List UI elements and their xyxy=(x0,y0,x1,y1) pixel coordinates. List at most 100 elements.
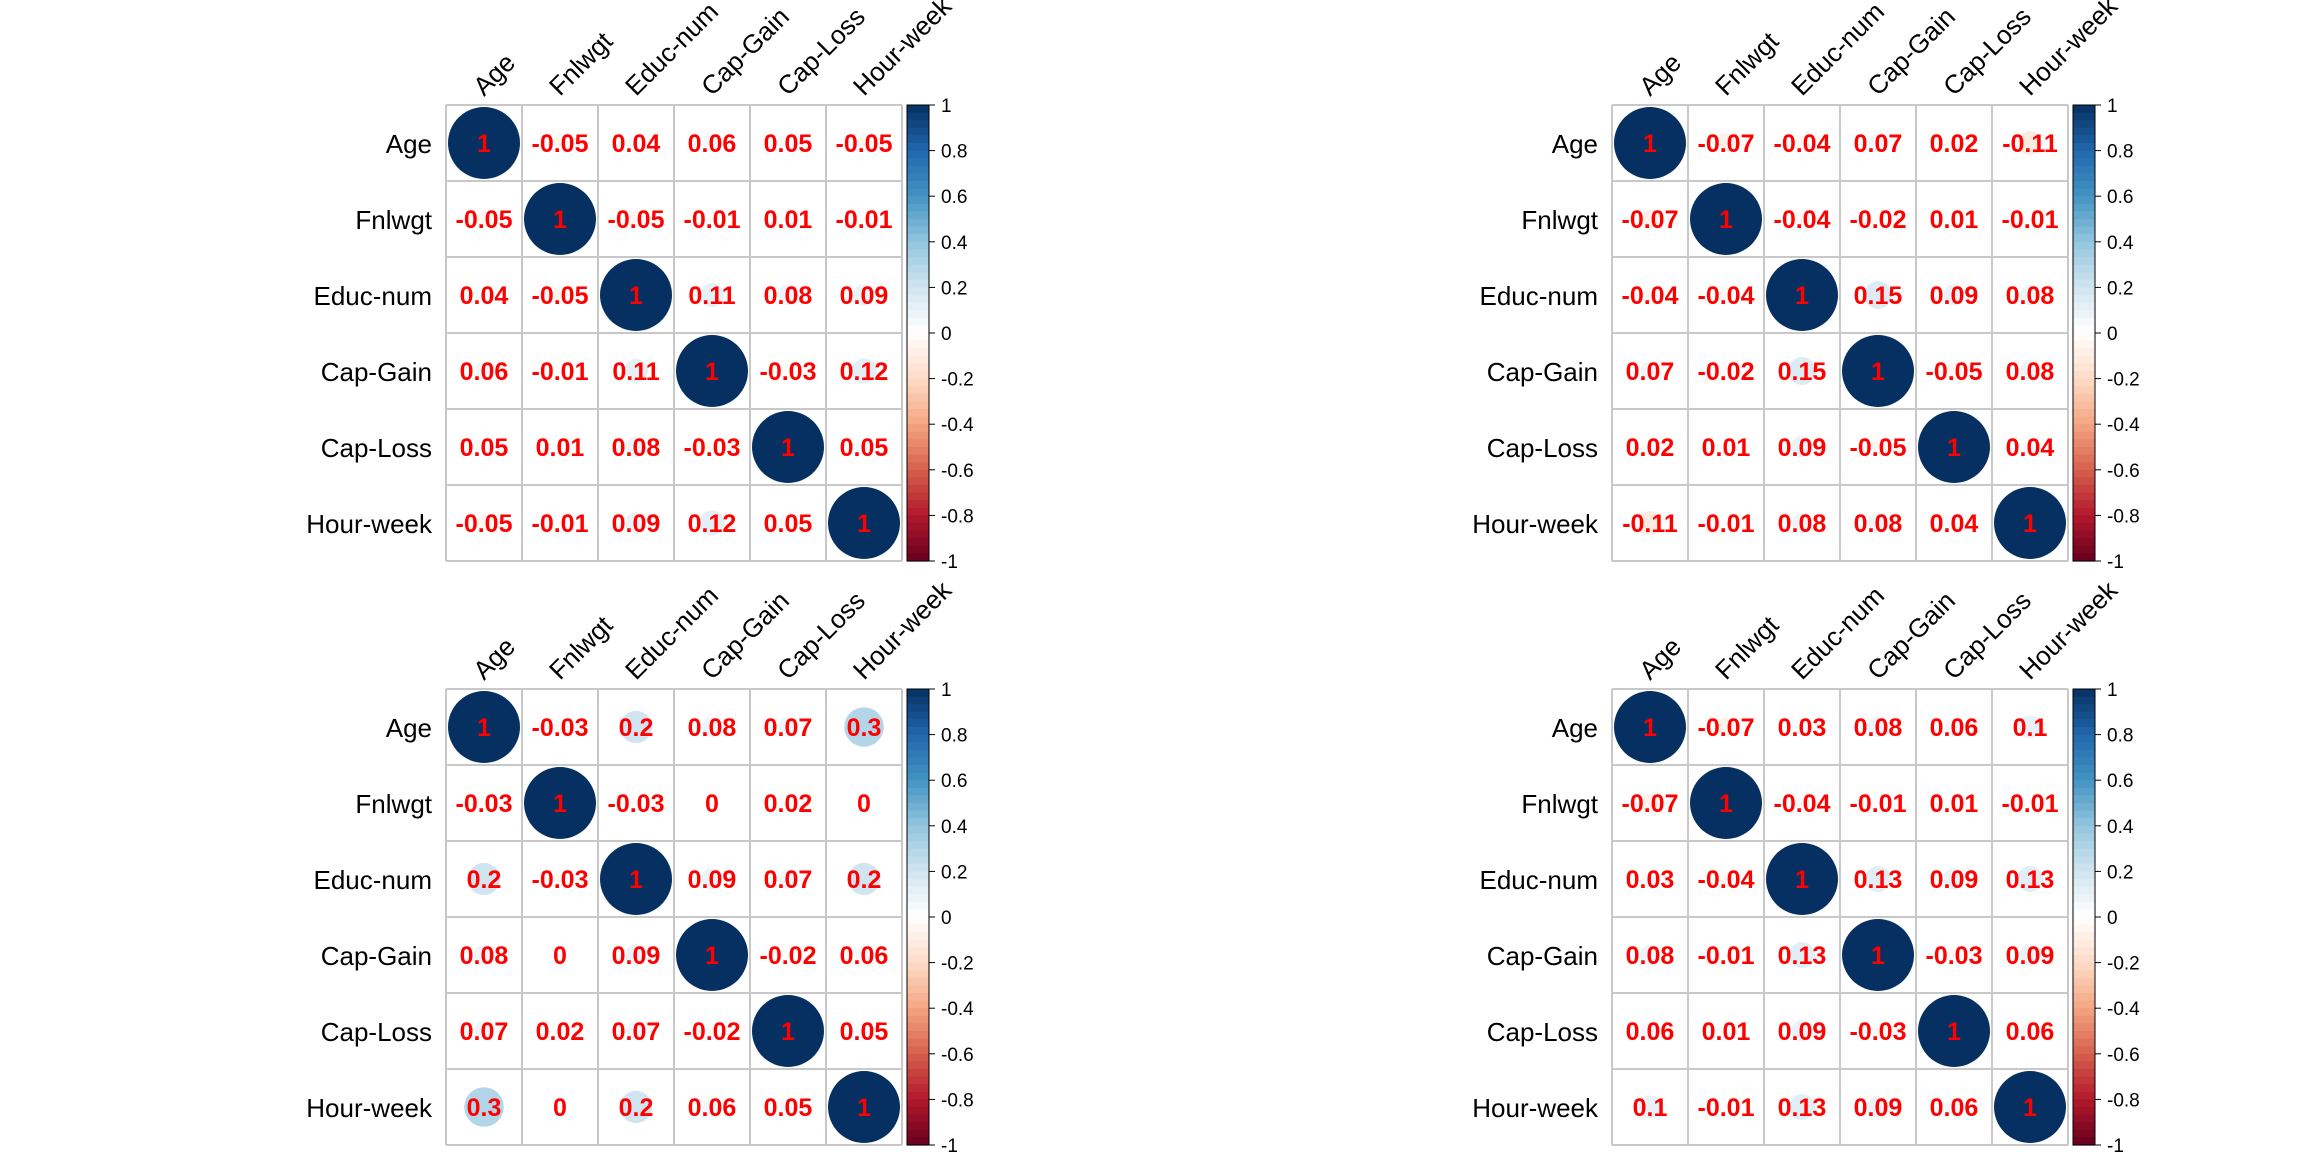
colorbar-segment xyxy=(907,158,929,167)
row-label: Age xyxy=(1552,713,1598,743)
corr-circle xyxy=(855,134,873,152)
corr-circle xyxy=(1640,361,1660,381)
corr-circle xyxy=(1766,843,1838,915)
colorbar-segment xyxy=(907,1091,929,1100)
corr-value-label: -0.03 xyxy=(456,790,513,818)
corr-circle xyxy=(1644,441,1656,453)
colorbar-tick-label: -1 xyxy=(941,1136,958,1152)
corr-value-label: 0.2 xyxy=(619,1094,654,1122)
corr-value-label: 1 xyxy=(1719,206,1733,234)
colorbar-segment xyxy=(2073,302,2095,311)
colorbar-segment xyxy=(907,917,929,926)
colorbar-tick-label: 0.6 xyxy=(2107,187,2133,208)
colorbar-tick-label: 0.8 xyxy=(941,726,967,747)
corr-value-label: 0.3 xyxy=(467,1094,502,1122)
colorbar-segment xyxy=(2073,203,2095,212)
corr-value-label: 0.03 xyxy=(1626,866,1675,894)
colorbar-segment xyxy=(2073,810,2095,819)
colorbar-segment xyxy=(2073,1031,2095,1040)
corr-value-label: 0.06 xyxy=(688,130,737,158)
colorbar-segment xyxy=(907,825,929,834)
corr-value-label: 1 xyxy=(705,358,719,386)
corr-value-label: -0.04 xyxy=(1698,282,1755,310)
corr-circle xyxy=(1945,718,1963,736)
column-label: Fnlwgt xyxy=(1709,25,1785,101)
corr-circle xyxy=(1690,767,1762,839)
corr-value-label: 0.05 xyxy=(764,130,813,158)
corr-circle xyxy=(752,411,824,483)
colorbar-segment xyxy=(2073,219,2095,228)
colorbar-segment xyxy=(2073,241,2095,250)
colorbar-tick-label: -0.6 xyxy=(2107,461,2140,482)
colorbar-tick-label: -0.2 xyxy=(941,370,974,391)
colorbar-segment xyxy=(2073,947,2095,956)
corr-value-label: 0.13 xyxy=(1854,866,1903,894)
corr-value-label: 1 xyxy=(1643,130,1657,158)
corr-circle xyxy=(625,944,647,966)
colorbar-segment xyxy=(907,947,929,956)
row-label: Cap-Gain xyxy=(321,357,432,387)
colorbar-segment xyxy=(2073,431,2095,440)
corr-circle xyxy=(1867,1096,1889,1118)
corr-circle xyxy=(551,286,569,304)
corr-value-label: 0.01 xyxy=(1702,1018,1751,1046)
colorbar-segment xyxy=(2073,1046,2095,1055)
corr-circle xyxy=(1722,1027,1730,1035)
colorbar-segment xyxy=(2073,310,2095,319)
corr-value-label: 0.2 xyxy=(847,866,882,894)
corr-circle xyxy=(708,215,716,223)
corr-circle xyxy=(556,367,564,375)
corr-circle xyxy=(475,210,493,228)
colorbar-tick-label: -0.8 xyxy=(941,1090,974,1111)
corr-value-label: 0.08 xyxy=(1854,510,1903,538)
corr-value-label: -0.11 xyxy=(1622,510,1678,538)
colorbar-segment xyxy=(2073,378,2095,387)
colorbar: 1 0.8 0.6 0.4 0.2 0 -0.2 -0.4 -0.6 -0.8 -1 xyxy=(2072,96,2140,573)
colorbar-segment xyxy=(2073,1091,2095,1100)
colorbar-segment xyxy=(907,749,929,758)
colorbar-tick-label: 0.4 xyxy=(941,817,968,838)
corr-value-label: 0.08 xyxy=(460,942,509,970)
corr-circle xyxy=(1716,717,1736,737)
colorbar-segment xyxy=(2073,696,2095,705)
corr-circle xyxy=(1722,1103,1730,1111)
corr-circle xyxy=(1722,443,1730,451)
corr-circle xyxy=(676,919,748,991)
colorbar-segment xyxy=(907,871,929,880)
corr-value-label: 0.3 xyxy=(847,714,882,742)
corr-circle xyxy=(626,1021,646,1041)
corr-value-label: 0.07 xyxy=(764,714,813,742)
corr-value-label: -0.01 xyxy=(1698,942,1755,970)
colorbar-segment xyxy=(2073,188,2095,197)
colorbar-segment xyxy=(907,909,929,918)
colorbar-segment xyxy=(2073,386,2095,395)
colorbar-segment xyxy=(2073,841,2095,850)
colorbar: 1 0.8 0.6 0.4 0.2 0 -0.2 -0.4 -0.6 -0.8 -1 xyxy=(2072,680,2140,1152)
colorbar-segment xyxy=(2073,287,2095,296)
colorbar-segment xyxy=(907,553,929,562)
corr-circle xyxy=(600,259,672,331)
corr-value-label: 0.01 xyxy=(1702,434,1751,462)
colorbar-segment xyxy=(907,439,929,448)
corr-circle xyxy=(1641,1022,1659,1040)
corr-circle xyxy=(1690,183,1762,255)
row-label: Cap-Gain xyxy=(321,941,432,971)
corr-circle xyxy=(2017,866,2043,892)
colorbar-segment xyxy=(2073,765,2095,774)
colorbar-segment xyxy=(2073,454,2095,463)
colorbar-segment xyxy=(2073,211,2095,220)
colorbar-segment xyxy=(907,1084,929,1093)
corr-value-label: -0.05 xyxy=(532,282,589,310)
corr-value-label: 0.08 xyxy=(2006,282,2055,310)
colorbar-segment xyxy=(907,401,929,410)
colorbar-segment xyxy=(907,924,929,933)
colorbar-segment xyxy=(2073,143,2095,152)
colorbar-segment xyxy=(907,477,929,486)
colorbar-segment xyxy=(907,257,929,266)
corr-circle xyxy=(1874,799,1882,807)
corr-value-label: 1 xyxy=(857,510,871,538)
corr-value-label: 0.07 xyxy=(1626,358,1675,386)
colorbar-segment xyxy=(2073,757,2095,766)
colorbar-segment xyxy=(2073,1069,2095,1078)
